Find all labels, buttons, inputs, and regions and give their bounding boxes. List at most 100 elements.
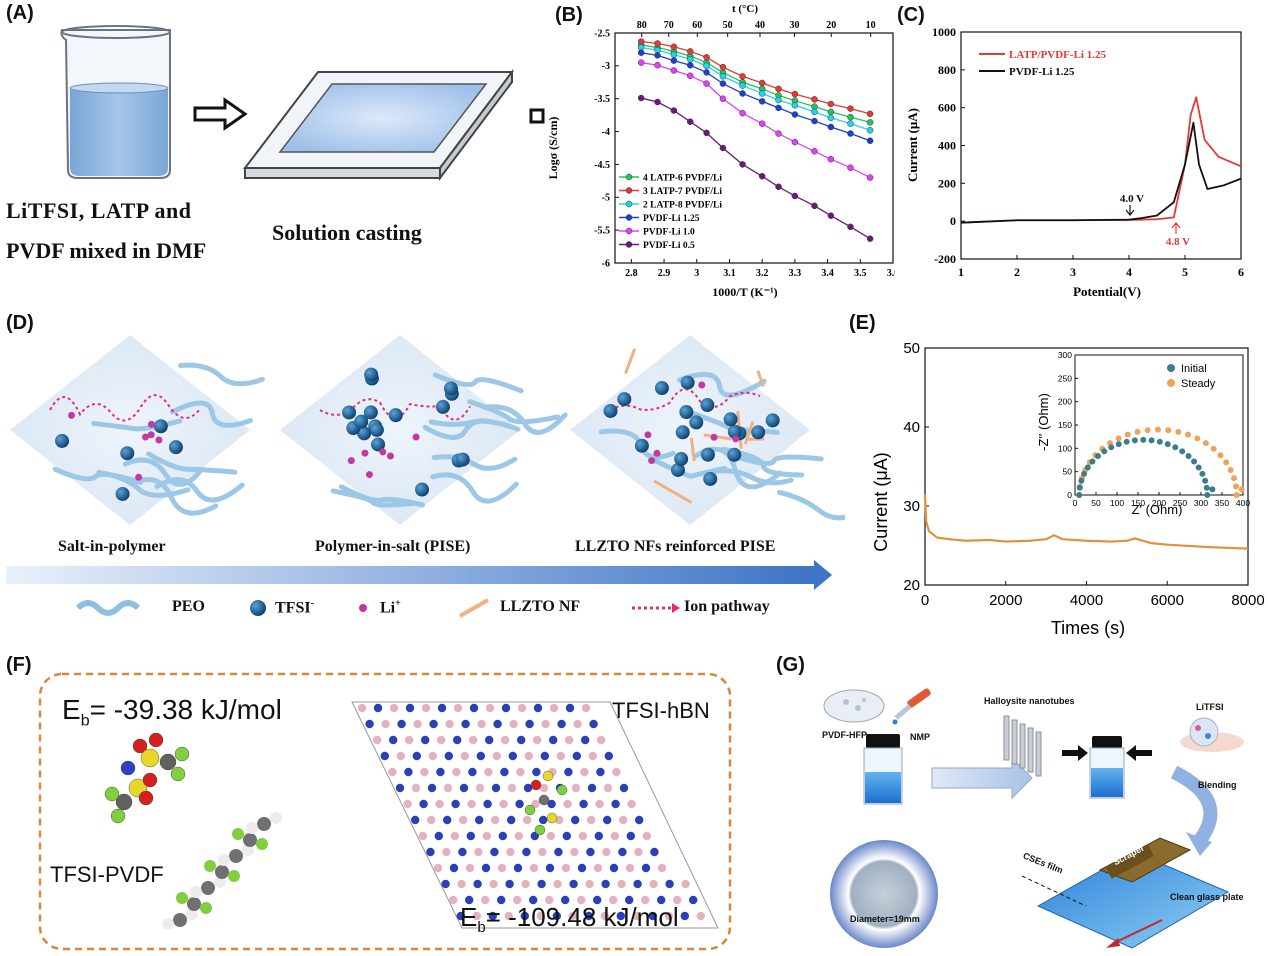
lattice-atom [450, 831, 459, 841]
peo-chain [430, 472, 519, 504]
side-atom [176, 892, 188, 904]
data-point [827, 155, 835, 163]
inset-data-point [1115, 435, 1122, 442]
atom [115, 793, 133, 811]
lattice-atom [397, 719, 406, 729]
adsorbed-atom [556, 784, 568, 796]
legend-li: Li+ [380, 598, 401, 617]
tfsi-ion [765, 413, 780, 428]
arrow-left-small-icon [1126, 745, 1152, 761]
li-ion [653, 449, 661, 457]
side-atom [246, 822, 258, 834]
lattice-atom [437, 735, 446, 745]
lattice-atom [641, 863, 651, 873]
lattice-atom [485, 703, 495, 713]
lattice-atom [625, 895, 634, 905]
data-point [811, 96, 818, 103]
lattice-atom [619, 815, 628, 825]
legend-label: PVDF-Li 1.25 [643, 214, 700, 224]
lattice-atom [689, 895, 698, 905]
lattice-atom [571, 783, 581, 793]
lattice-atom [665, 879, 674, 889]
lattice-atom [498, 831, 507, 841]
x-tick-label: 4000 [1070, 592, 1103, 609]
label-halloysite: Halloysite nanotubes [984, 696, 1075, 706]
lattice-atom [616, 911, 625, 921]
lattice-atom [554, 847, 563, 857]
series-line [641, 61, 871, 179]
x-tick-label: 3.5 [854, 268, 867, 279]
inset-legend-label: Initial [1181, 363, 1207, 375]
lattice-atom [436, 767, 445, 777]
inset-x-tick-label: 350 [1215, 498, 1229, 508]
lattice-atom [457, 879, 466, 889]
inset-data-point [1223, 459, 1230, 466]
lattice-atom [443, 815, 452, 825]
x-axis-title: Times (s) [1051, 618, 1125, 638]
lattice-atom [491, 815, 500, 825]
lattice-atom [586, 847, 595, 857]
inset-x-title: Z' (Ohm) [1132, 502, 1183, 517]
lattice-atom [485, 735, 494, 745]
data-point [637, 49, 645, 56]
inset-data-point [1108, 444, 1115, 451]
data-point [637, 38, 645, 45]
lattice-atom [380, 751, 389, 761]
data-point [758, 90, 766, 97]
inset-y-tick-label: 150 [1058, 420, 1072, 430]
legend-label: LATP/PVDF-Li 1.25 [1009, 49, 1106, 61]
peo-chain [52, 466, 144, 486]
label-blending: Blending [1198, 780, 1237, 790]
lattice-atom [581, 703, 591, 713]
panel-a-step-caption: Solution casting [272, 220, 422, 245]
lattice-atom [500, 767, 509, 777]
halloysite-tubes-icon [1003, 715, 1042, 777]
lattice-atom [634, 847, 643, 857]
lattice-atom [404, 767, 413, 777]
data-point [847, 105, 854, 112]
y-axis-title: Current (μA) [905, 108, 920, 182]
inset-x-tick-label: 0 [1073, 498, 1078, 508]
side-atom [186, 908, 198, 920]
data-point [811, 117, 818, 125]
peo-chain [432, 372, 524, 394]
pvdf-chain-icon [162, 812, 282, 930]
lattice-atom [442, 847, 451, 857]
blending-arrow-icon [1170, 765, 1218, 845]
tfsi-ion [680, 375, 695, 390]
y-tick-label: 50 [903, 340, 920, 357]
data-point [739, 73, 746, 80]
unit-cell [351, 701, 719, 929]
lattice-atom [405, 735, 414, 745]
panel-e: (E) Current (μA) Times (s) Z' (Ohm) -Z''… [845, 310, 1268, 640]
diamond-bg [280, 335, 520, 525]
lattice-atom [585, 879, 594, 889]
data-point [686, 118, 694, 125]
tfsi-ion [364, 367, 379, 382]
lattice-atom [411, 815, 420, 825]
lattice-atom [513, 863, 523, 873]
lattice-atom [587, 783, 597, 793]
lattice-atom [357, 703, 367, 713]
lattice-atom [459, 815, 468, 825]
li-ion [68, 411, 76, 419]
inset-data-point [1195, 464, 1202, 471]
panel-g: (G) [760, 650, 1268, 956]
atom [132, 738, 148, 754]
inset-data-point [1164, 441, 1171, 448]
x-tick-label: 0 [921, 592, 929, 609]
glass-plate-icon [242, 69, 514, 181]
inset-data-point [1227, 466, 1234, 473]
panel-f: (F) Eb= -39.38 kJ/mol TFSI-PVDF TFSI-hBN… [0, 650, 760, 956]
tfsi-ion [443, 381, 458, 396]
lattice-atom [403, 799, 412, 809]
lattice-atom [514, 831, 523, 841]
lattice-atom [443, 783, 453, 793]
top-tick-label: 20 [826, 20, 836, 31]
lattice-atom [465, 895, 474, 905]
lattice-atom [488, 911, 497, 921]
tfsi-ion [115, 486, 130, 501]
y-tick-label: -4.5 [594, 160, 610, 171]
lattice-atom [602, 847, 611, 857]
side-atom [218, 854, 230, 866]
